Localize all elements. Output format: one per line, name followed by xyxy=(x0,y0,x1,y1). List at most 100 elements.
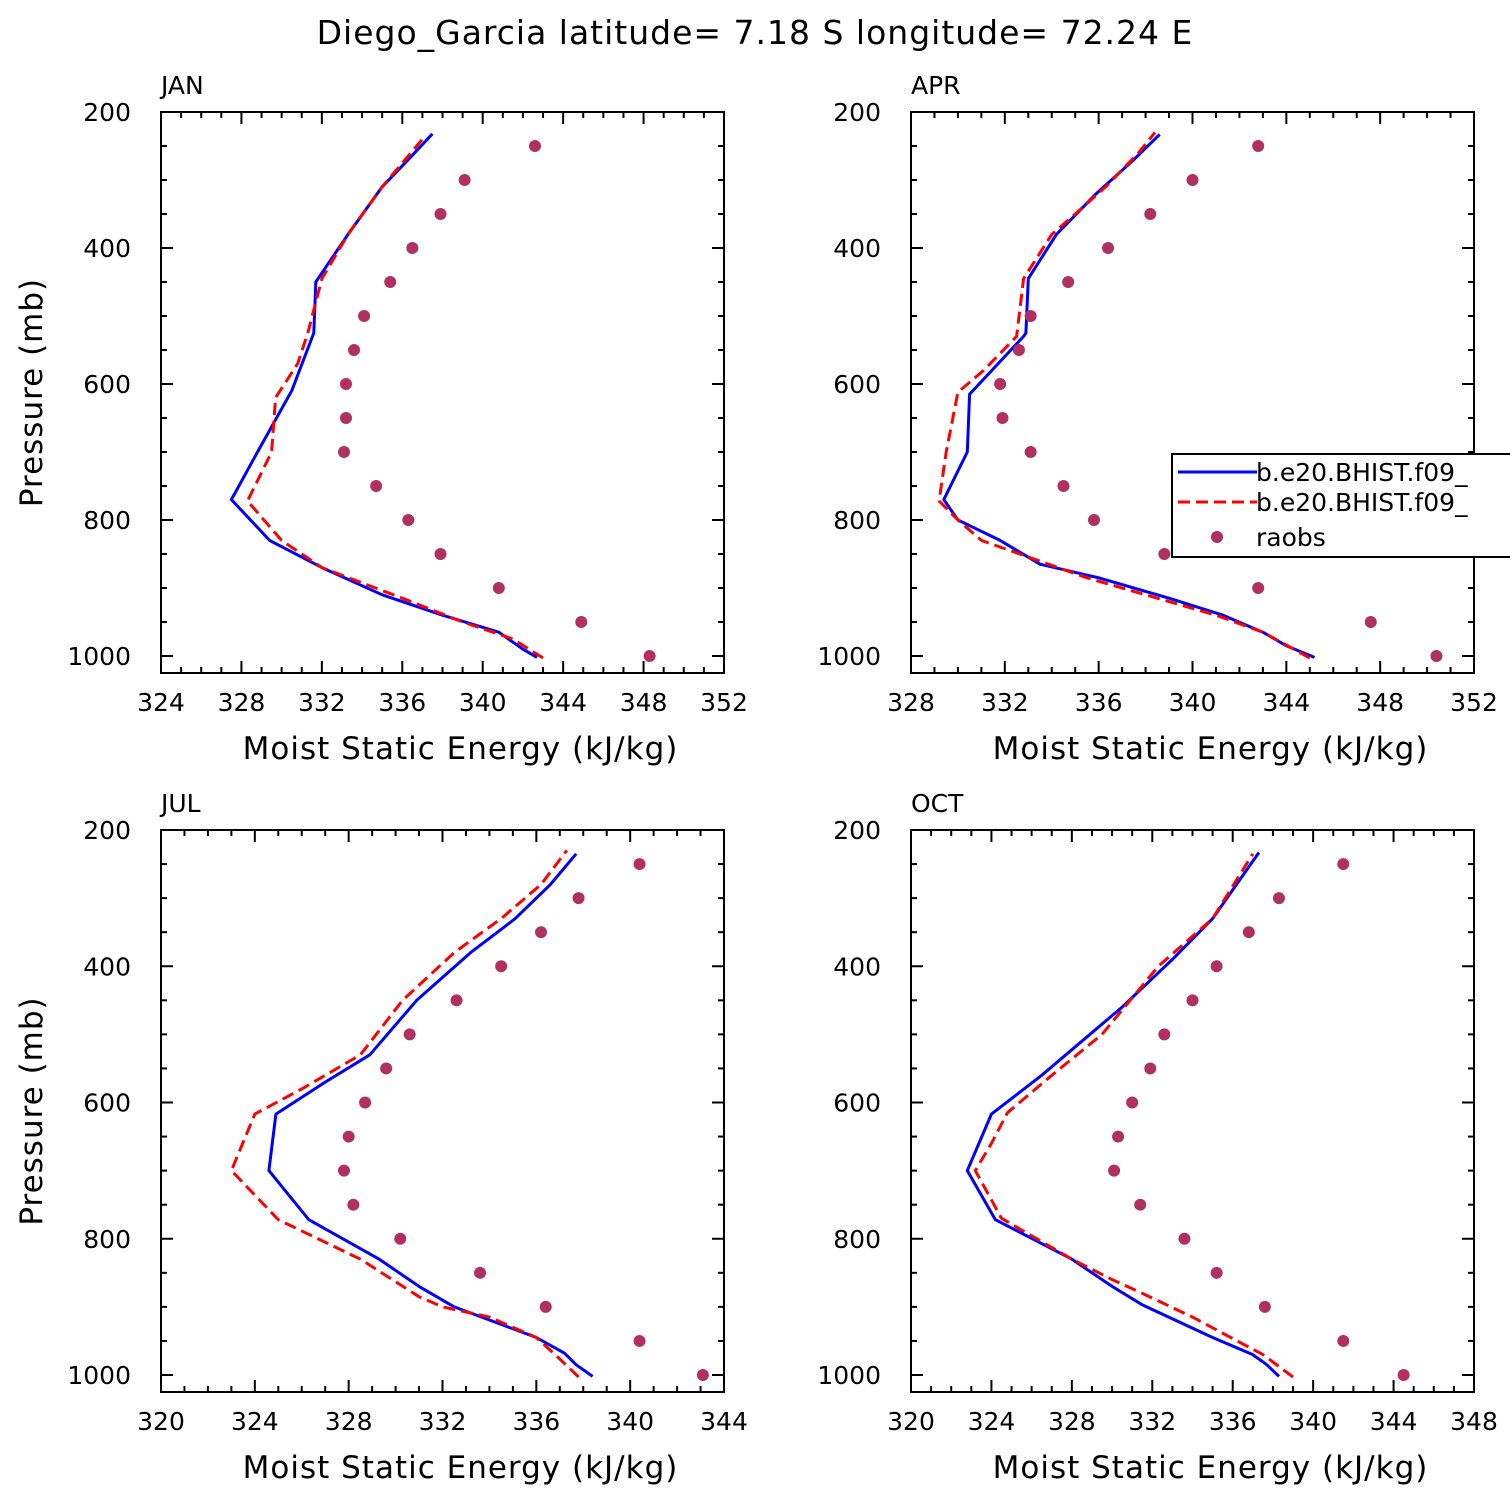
x-tick-label: 352 xyxy=(700,688,748,717)
y-tick-label: 200 xyxy=(833,98,881,127)
x-tick-label: 340 xyxy=(1289,1407,1337,1436)
x-tick-label: 320 xyxy=(887,1407,935,1436)
raobs-point xyxy=(492,582,505,594)
raobs-point xyxy=(347,1198,360,1211)
legend-item: b.e20.BHIST.f09_ xyxy=(1178,488,1468,517)
raobs-point xyxy=(474,1266,487,1279)
panel-title: JAN xyxy=(159,71,204,100)
y-axis-title: Pressure (mb) xyxy=(14,278,50,507)
x-axis-title: Moist Static Energy (kJ/kg) xyxy=(993,731,1429,767)
figure-title: Diego_Garcia latitude= 7.18 S longitude=… xyxy=(317,13,1194,52)
y-tick-label: 800 xyxy=(83,1225,131,1254)
y-tick-label: 200 xyxy=(83,98,131,127)
raobs-point xyxy=(1108,1164,1121,1177)
raobs-point xyxy=(1158,1028,1171,1041)
raobs-point xyxy=(1024,310,1037,322)
raobs-point xyxy=(1134,1198,1147,1211)
raobs-point xyxy=(1102,242,1115,254)
y-tick-label: 600 xyxy=(833,370,881,399)
raobs-point xyxy=(1186,994,1199,1007)
raobs-point xyxy=(535,926,548,939)
raobs-point xyxy=(1178,1232,1191,1245)
raobs-point xyxy=(380,1062,393,1075)
panel-title: APR xyxy=(911,71,961,100)
x-tick-label: 340 xyxy=(1169,688,1217,717)
raobs-point xyxy=(1430,650,1443,662)
raobs-point xyxy=(1364,616,1377,628)
x-tick-label: 344 xyxy=(1370,1407,1418,1436)
raobs-point xyxy=(458,174,471,186)
x-tick-label: 344 xyxy=(539,688,587,717)
raobs-point xyxy=(1210,960,1223,973)
x-tick-label: 340 xyxy=(459,688,507,717)
plot-frame xyxy=(160,829,725,1393)
x-tick-label: 344 xyxy=(1262,688,1310,717)
y-axis-title: Pressure (mb) xyxy=(14,996,50,1225)
plot-frame xyxy=(160,111,725,674)
raobs-point xyxy=(1242,926,1255,939)
y-tick-label: 200 xyxy=(833,816,881,845)
raobs-point xyxy=(1062,276,1075,288)
y-tick-label: 1000 xyxy=(817,642,881,671)
y-tick-label: 800 xyxy=(83,506,131,535)
raobs-point xyxy=(358,310,371,322)
x-tick-label: 336 xyxy=(512,1407,560,1436)
raobs-point xyxy=(384,276,397,288)
y-tick-label: 1000 xyxy=(67,642,131,671)
raobs-point xyxy=(528,140,541,152)
y-tick-label: 400 xyxy=(83,952,131,981)
raobs-point xyxy=(696,1369,709,1381)
x-tick-label: 348 xyxy=(1356,688,1404,717)
raobs-point xyxy=(1272,892,1285,905)
raobs-point xyxy=(1252,582,1265,594)
panel-title: JUL xyxy=(159,789,201,818)
legend-label: b.e20.BHIST.f09_ xyxy=(1256,488,1468,517)
raobs-point xyxy=(1337,1334,1350,1347)
series-line-dashed xyxy=(937,131,1311,660)
plot-frame xyxy=(910,111,1475,674)
raobs-point xyxy=(994,378,1007,390)
raobs-point xyxy=(1337,858,1350,871)
legend-marker xyxy=(1211,531,1223,543)
series-line-dashed xyxy=(229,849,580,1379)
series-line-solid xyxy=(942,133,1316,659)
legend-label: raobs xyxy=(1256,523,1326,552)
raobs-point xyxy=(1012,344,1025,356)
x-tick-label: 336 xyxy=(1209,1407,1257,1436)
legend-item: raobs xyxy=(1211,523,1326,552)
x-tick-label: 332 xyxy=(419,1407,467,1436)
x-tick-label: 328 xyxy=(887,688,935,717)
raobs-point xyxy=(495,960,508,973)
raobs-point xyxy=(406,242,419,254)
panels: 324 328 332 336 340 344 348 352 200 400 600 800 1000… xyxy=(14,71,1498,1486)
y-tick-label: 1000 xyxy=(67,1361,131,1390)
raobs-point xyxy=(575,616,588,628)
raobs-point xyxy=(1210,1266,1223,1279)
y-tick-label: 200 xyxy=(83,816,131,845)
raobs-point xyxy=(1112,1130,1125,1143)
x-tick-label: 336 xyxy=(378,688,426,717)
x-tick-label: 324 xyxy=(137,688,185,717)
legend-label: b.e20.BHIST.f09_ xyxy=(1256,458,1468,487)
raobs-point xyxy=(370,480,383,492)
raobs-point xyxy=(1126,1096,1139,1109)
series-line-solid xyxy=(965,851,1281,1378)
x-axis-title: Moist Static Energy (kJ/kg) xyxy=(243,731,679,767)
raobs-point xyxy=(337,446,350,458)
x-tick-label: 328 xyxy=(325,1407,373,1436)
y-tick-label: 1000 xyxy=(817,1361,881,1390)
series-line-solid xyxy=(267,852,594,1378)
raobs-point xyxy=(394,1232,407,1245)
raobs-point xyxy=(402,514,415,526)
panel-title: OCT xyxy=(911,789,964,818)
x-tick-label: 324 xyxy=(968,1407,1016,1436)
y-tick-label: 400 xyxy=(833,952,881,981)
raobs-point xyxy=(359,1096,372,1109)
panel-jul: 320 324 328 332 336 340 344 200 400 600 800 1000 JUL… xyxy=(14,789,748,1486)
x-tick-label: 324 xyxy=(231,1407,279,1436)
raobs-point xyxy=(339,412,352,424)
x-tick-label: 348 xyxy=(1450,1407,1498,1436)
series-line-dashed xyxy=(973,853,1294,1379)
x-tick-label: 348 xyxy=(620,688,668,717)
